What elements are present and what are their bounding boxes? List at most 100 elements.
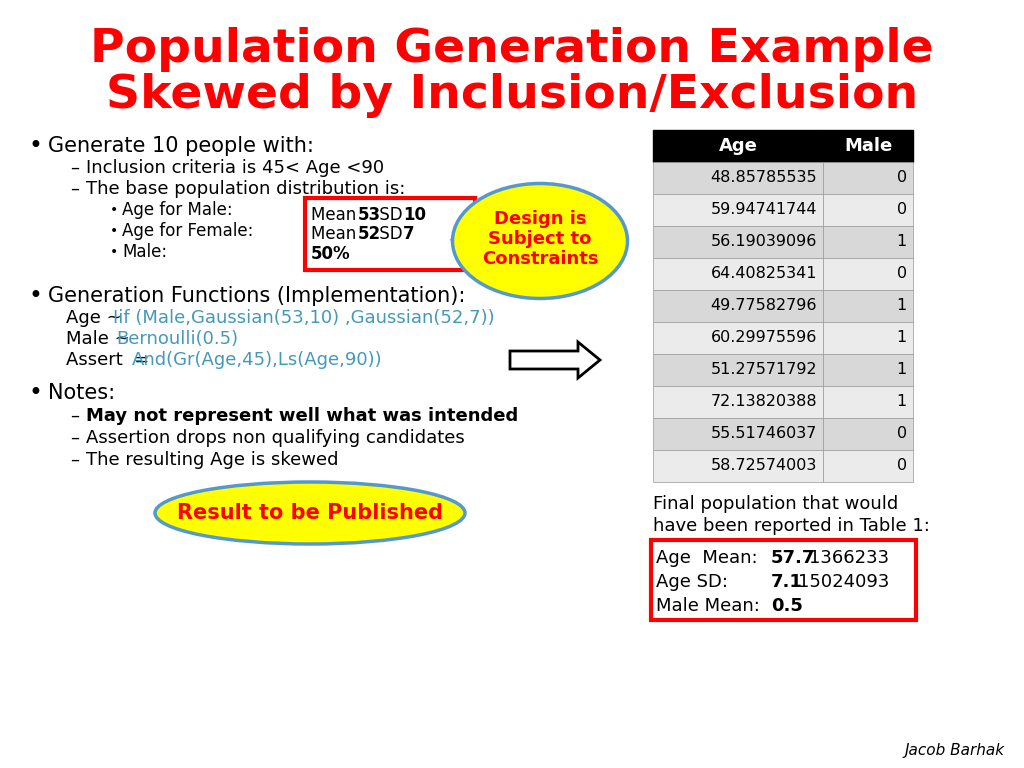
Text: •: • [110, 245, 118, 259]
Text: Generation Functions (Implementation):: Generation Functions (Implementation): [48, 286, 465, 306]
Text: 0: 0 [897, 266, 907, 282]
Text: 1: 1 [897, 362, 907, 378]
FancyBboxPatch shape [823, 322, 913, 354]
Text: Age for Female:: Age for Female: [122, 222, 253, 240]
Text: Age  Mean:: Age Mean: [656, 549, 775, 567]
Text: 7: 7 [403, 225, 415, 243]
FancyBboxPatch shape [823, 226, 913, 258]
Text: Design is: Design is [494, 210, 587, 228]
Text: 56.19039096: 56.19039096 [711, 234, 817, 250]
Text: Bernoulli(0.5): Bernoulli(0.5) [116, 330, 239, 348]
Text: Subject to: Subject to [488, 230, 592, 248]
Text: 52: 52 [358, 225, 381, 243]
FancyBboxPatch shape [653, 386, 823, 418]
Text: 53: 53 [358, 206, 381, 224]
Text: have been reported in Table 1:: have been reported in Table 1: [653, 517, 930, 535]
Text: 1: 1 [897, 395, 907, 409]
Text: And(Gr(Age,45),Ls(Age,90)): And(Gr(Age,45),Ls(Age,90)) [132, 351, 383, 369]
Text: 0: 0 [897, 170, 907, 186]
Text: SD: SD [374, 206, 408, 224]
Text: 0.5: 0.5 [771, 597, 803, 615]
Ellipse shape [453, 184, 628, 299]
Text: Notes:: Notes: [48, 383, 115, 403]
FancyBboxPatch shape [653, 322, 823, 354]
Text: May not represent well what was intended: May not represent well what was intended [86, 407, 518, 425]
Text: 15024093: 15024093 [798, 573, 890, 591]
Text: 64.40825341: 64.40825341 [711, 266, 817, 282]
FancyBboxPatch shape [305, 198, 475, 270]
FancyBboxPatch shape [823, 354, 913, 386]
Text: –: – [70, 407, 79, 425]
Text: 59.94741744: 59.94741744 [711, 203, 817, 217]
Text: •: • [110, 203, 118, 217]
FancyBboxPatch shape [653, 450, 823, 482]
Text: 1: 1 [897, 299, 907, 313]
Text: 1: 1 [897, 234, 907, 250]
Text: Male: Male [844, 137, 892, 155]
Text: Mean: Mean [311, 206, 361, 224]
Text: •: • [110, 224, 118, 238]
Text: Age SD:: Age SD: [656, 573, 768, 591]
Text: Constraints: Constraints [481, 250, 598, 268]
Text: Age: Age [719, 137, 758, 155]
Text: –: – [70, 451, 79, 469]
Text: Mean: Mean [311, 225, 361, 243]
Text: Assertion drops non qualifying candidates: Assertion drops non qualifying candidate… [86, 429, 465, 447]
Text: –: – [70, 429, 79, 447]
Text: 57.7: 57.7 [771, 549, 815, 567]
Text: –: – [70, 159, 79, 177]
Text: Male Mean:: Male Mean: [656, 597, 766, 615]
Text: Iif (Male,Gaussian(53,10) ,Gaussian(52,7)): Iif (Male,Gaussian(53,10) ,Gaussian(52,7… [113, 309, 495, 327]
FancyBboxPatch shape [651, 540, 916, 620]
FancyBboxPatch shape [653, 130, 823, 162]
Text: 0: 0 [897, 426, 907, 442]
Text: 1366233: 1366233 [809, 549, 889, 567]
Text: 60.29975596: 60.29975596 [711, 330, 817, 346]
FancyBboxPatch shape [653, 354, 823, 386]
FancyBboxPatch shape [653, 290, 823, 322]
Text: 72.13820388: 72.13820388 [711, 395, 817, 409]
FancyBboxPatch shape [823, 418, 913, 450]
FancyBboxPatch shape [653, 162, 823, 194]
Polygon shape [510, 342, 600, 378]
Text: 50%: 50% [311, 245, 350, 263]
Text: 0: 0 [897, 203, 907, 217]
Text: •: • [28, 134, 42, 158]
Text: Generate 10 people with:: Generate 10 people with: [48, 136, 314, 156]
Text: Final population that would: Final population that would [653, 495, 898, 513]
Text: 10: 10 [403, 206, 426, 224]
Text: Population Generation Example: Population Generation Example [90, 28, 934, 72]
Text: Male:: Male: [122, 243, 167, 261]
Text: 7.1: 7.1 [771, 573, 803, 591]
FancyBboxPatch shape [823, 194, 913, 226]
FancyBboxPatch shape [823, 258, 913, 290]
Text: 1: 1 [897, 330, 907, 346]
Ellipse shape [155, 482, 465, 544]
FancyBboxPatch shape [653, 418, 823, 450]
Text: Jacob Barhak: Jacob Barhak [905, 743, 1005, 757]
Text: The resulting Age is skewed: The resulting Age is skewed [86, 451, 339, 469]
Text: 0: 0 [897, 458, 907, 474]
FancyBboxPatch shape [823, 450, 913, 482]
Text: 48.85785535: 48.85785535 [711, 170, 817, 186]
Text: Inclusion criteria is 45< Age <90: Inclusion criteria is 45< Age <90 [86, 159, 384, 177]
Text: Result to be Published: Result to be Published [177, 503, 443, 523]
FancyBboxPatch shape [653, 194, 823, 226]
Text: Age for Male:: Age for Male: [122, 201, 232, 219]
Text: SD: SD [374, 225, 408, 243]
Text: 51.27571792: 51.27571792 [711, 362, 817, 378]
FancyBboxPatch shape [823, 290, 913, 322]
Text: –: – [70, 180, 79, 198]
FancyBboxPatch shape [823, 386, 913, 418]
FancyBboxPatch shape [653, 258, 823, 290]
Text: •: • [28, 284, 42, 308]
Text: Skewed by Inclusion/Exclusion: Skewed by Inclusion/Exclusion [105, 74, 919, 118]
FancyBboxPatch shape [823, 130, 913, 162]
Text: 58.72574003: 58.72574003 [711, 458, 817, 474]
Text: Age ~: Age ~ [66, 309, 127, 327]
Text: The base population distribution is:: The base population distribution is: [86, 180, 406, 198]
FancyBboxPatch shape [823, 162, 913, 194]
FancyBboxPatch shape [653, 226, 823, 258]
Text: •: • [28, 381, 42, 405]
Text: Assert  =: Assert = [66, 351, 155, 369]
